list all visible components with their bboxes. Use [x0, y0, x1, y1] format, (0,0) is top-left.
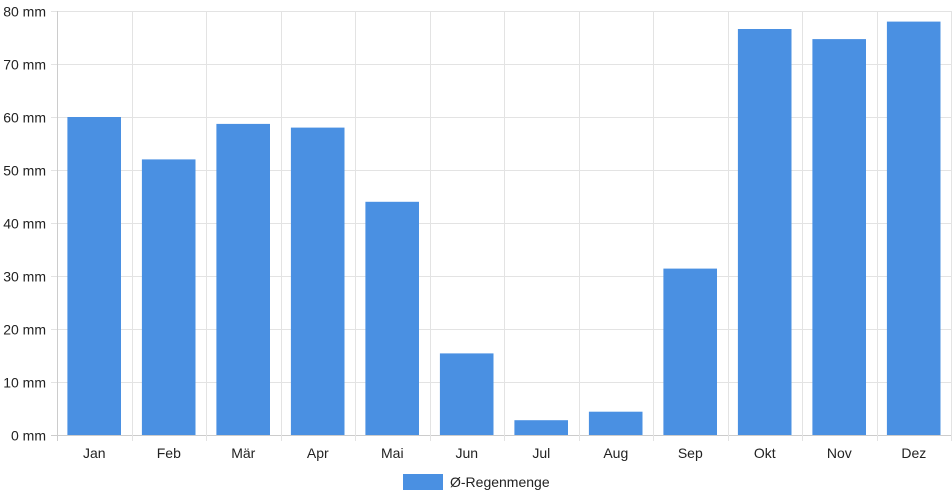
bar-mär[interactable] — [216, 123, 270, 436]
bar-sep[interactable] — [663, 268, 717, 435]
y-tick-label: 40 mm — [3, 216, 46, 232]
y-tick-label: 60 mm — [3, 110, 46, 126]
bar-apr[interactable] — [290, 127, 345, 435]
x-tick-label: Nov — [827, 445, 852, 461]
y-axis-tick-labels: 0 mm 10 mm 20 mm 30 mm 40 mm 50 mm 60 mm 70 mm 8… — [3, 4, 46, 444]
y-tick-label: 10 mm — [3, 375, 46, 391]
x-tick-label: Okt — [754, 445, 776, 461]
bar-feb[interactable] — [141, 159, 196, 435]
bar-aug[interactable] — [588, 411, 643, 435]
legend-label[interactable]: Ø-Regenmenge — [450, 474, 550, 490]
x-tick-label: Mär — [231, 445, 255, 461]
bar-okt[interactable] — [737, 29, 792, 435]
bar-jul[interactable] — [514, 420, 568, 435]
y-tick-label: 80 mm — [3, 4, 46, 20]
y-tick-label: 20 mm — [3, 322, 46, 338]
y-tick-label: 30 mm — [3, 269, 46, 285]
x-tick-label: Aug — [603, 445, 628, 461]
bar-dez[interactable] — [886, 21, 941, 435]
chart-bars — [67, 21, 941, 436]
x-tick-label: Jun — [456, 445, 479, 461]
bar-jun[interactable] — [439, 353, 494, 435]
y-tick-label: 50 mm — [3, 163, 46, 179]
x-tick-label: Dez — [901, 445, 926, 461]
x-tick-label: Apr — [307, 445, 329, 461]
x-tick-label: Jul — [532, 445, 550, 461]
x-tick-label: Jan — [83, 445, 106, 461]
chart-legend[interactable]: Ø-Regenmenge — [403, 474, 550, 490]
legend-swatch[interactable] — [403, 474, 443, 490]
bar-nov[interactable] — [812, 39, 866, 435]
bar-jan[interactable] — [67, 117, 121, 435]
x-tick-label: Feb — [157, 445, 181, 461]
x-tick-label: Mai — [381, 445, 404, 461]
bar-mai[interactable] — [365, 201, 419, 435]
y-tick-label: 0 mm — [11, 428, 46, 444]
x-axis-tick-labels: Jan Feb Mär Apr Mai Jun Jul Aug Sep Okt Nov Dez — [83, 445, 926, 461]
y-tick-label: 70 mm — [3, 57, 46, 73]
x-tick-label: Sep — [678, 445, 703, 461]
